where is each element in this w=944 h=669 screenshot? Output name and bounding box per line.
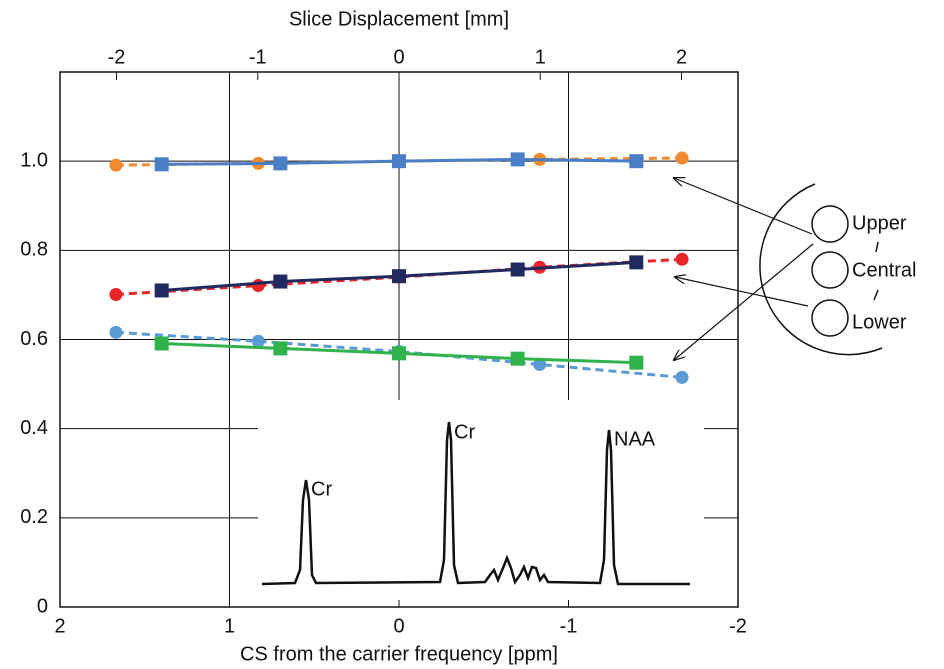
marker <box>629 355 644 370</box>
y-tick-label: 0.2 <box>20 506 48 528</box>
x-tick-label: 1 <box>224 615 235 637</box>
marker <box>675 151 689 165</box>
x2-tick-label: -2 <box>108 46 126 68</box>
x2-tick-label: 0 <box>393 46 404 68</box>
marker <box>251 334 265 348</box>
y-tick-label: 0.4 <box>20 417 48 439</box>
marker <box>675 252 689 266</box>
marker <box>629 255 644 270</box>
marker <box>154 283 169 298</box>
marker <box>392 269 406 284</box>
peak-label: NAA <box>614 428 656 450</box>
marker <box>510 262 525 277</box>
region-label: Lower <box>852 311 907 333</box>
marker <box>510 152 525 167</box>
region-diagram <box>759 183 883 356</box>
marker <box>109 287 123 301</box>
spectrum <box>261 421 690 586</box>
peak-label: Cr <box>454 421 475 443</box>
arrows <box>674 178 814 360</box>
marker <box>273 274 288 289</box>
x2-tick-label: 1 <box>535 46 546 68</box>
marker <box>109 325 123 339</box>
marker <box>510 351 525 366</box>
top-axis-title: Slice Displacement [mm] <box>289 8 509 30</box>
x-tick-label: 0 <box>393 615 404 637</box>
marker <box>392 154 406 169</box>
x-tick-label: 2 <box>54 615 65 637</box>
region-label: Central <box>852 259 916 281</box>
region-label: Upper <box>852 212 907 234</box>
marker <box>392 346 406 361</box>
y-tick-label: 0.8 <box>20 239 48 261</box>
y-tick-label: 0 <box>37 595 48 617</box>
series-line <box>115 330 683 379</box>
x-tick-label: -1 <box>560 615 578 637</box>
marker <box>109 158 123 172</box>
marker <box>251 279 265 293</box>
marker <box>675 370 689 384</box>
marker <box>533 357 547 371</box>
marker <box>154 336 169 351</box>
inset-background <box>258 400 704 600</box>
peak-label: Cr <box>311 478 332 500</box>
x-axis-title: CS from the carrier frequency [ppm] <box>240 643 558 665</box>
y-tick-label: 1.0 <box>20 149 48 171</box>
x2-tick-label: -1 <box>249 46 267 68</box>
x2-tick-label: 2 <box>676 46 687 68</box>
marker <box>154 157 169 172</box>
y-tick-label: 0.6 <box>20 328 48 350</box>
marker <box>273 341 288 356</box>
marker <box>273 156 288 171</box>
marker <box>629 154 644 169</box>
x-tick-label: -2 <box>729 615 747 637</box>
